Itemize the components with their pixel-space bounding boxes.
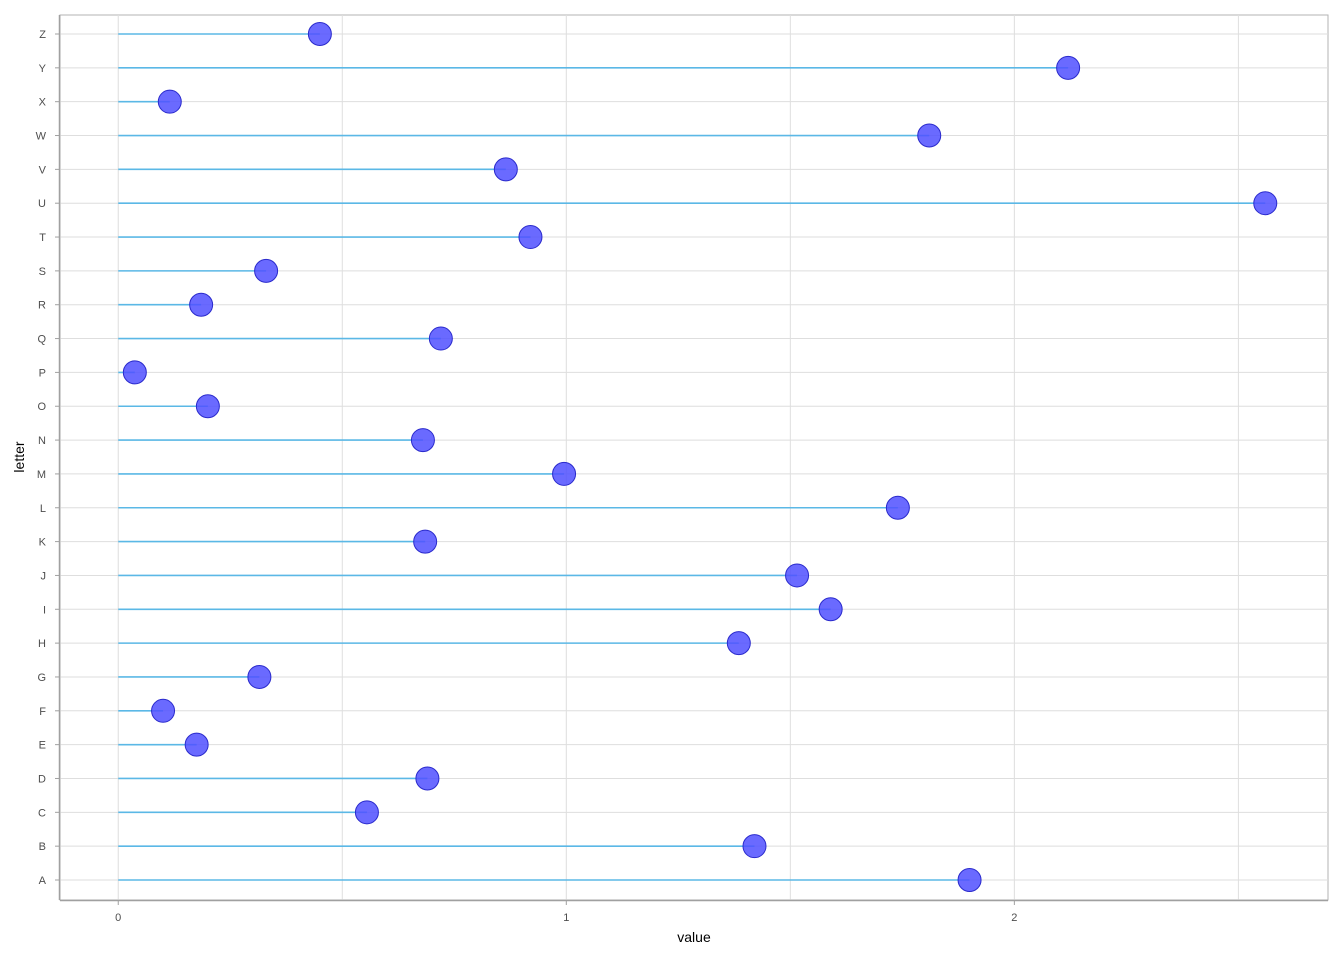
x-tick-label: 1	[563, 912, 569, 924]
y-tick-label-w: W	[36, 131, 47, 143]
x-axis-label: value	[677, 929, 711, 945]
point-c	[354, 800, 379, 825]
y-tick-label-d: D	[38, 773, 46, 785]
y-tick-label-f: F	[39, 706, 46, 718]
y-tick-label-x: X	[39, 97, 47, 109]
point-z	[307, 22, 332, 46]
y-tick-label-g: G	[37, 672, 46, 684]
point-i	[818, 597, 843, 622]
y-tick-label-e: E	[39, 740, 46, 752]
y-tick-label-r: R	[38, 300, 46, 312]
point-o	[195, 394, 220, 419]
point-f	[151, 698, 176, 723]
point-r	[189, 292, 214, 317]
y-tick-label-p: P	[39, 367, 46, 379]
x-tick-layer: 0 1 2	[115, 901, 1017, 924]
y-axis-label: letter	[11, 441, 27, 472]
y-tick-label-m: M	[37, 469, 46, 481]
y-tick-layer: A B C D E F G H I J K L M N O P Q R S T U V W X Y Z	[36, 29, 59, 887]
point-a	[957, 868, 982, 892]
point-x	[157, 89, 182, 114]
y-tick-label-j: J	[41, 570, 47, 582]
y-tick-label-u: U	[38, 198, 46, 210]
y-tick-label-y: Y	[39, 63, 47, 75]
y-tick-label-z: Z	[39, 29, 46, 41]
point-u	[1253, 191, 1278, 216]
y-tick-label-t: T	[39, 232, 46, 244]
x-tick-label: 0	[115, 912, 121, 924]
point-p	[122, 360, 147, 385]
y-tick-label-o: O	[37, 401, 46, 413]
point-m	[552, 461, 577, 486]
point-n	[410, 428, 435, 453]
point-layer	[122, 22, 1278, 892]
point-e	[184, 732, 209, 757]
x-tick-label: 2	[1011, 912, 1017, 924]
y-tick-label-v: V	[39, 164, 47, 176]
point-d	[415, 766, 440, 791]
point-y	[1056, 55, 1081, 80]
plot-panel	[59, 14, 1329, 901]
point-k	[413, 529, 438, 554]
point-j	[785, 563, 810, 588]
point-b	[742, 834, 767, 859]
point-l	[885, 495, 910, 520]
y-tick-label-a: A	[39, 875, 47, 887]
y-tick-label-i: I	[43, 604, 46, 616]
point-v	[493, 157, 518, 182]
y-tick-label-n: N	[38, 435, 46, 447]
stem-layer	[118, 33, 1266, 881]
y-tick-label-h: H	[38, 638, 46, 650]
point-s	[254, 258, 279, 283]
point-t	[518, 225, 543, 250]
y-tick-label-k: K	[39, 537, 47, 549]
y-tick-label-l: L	[40, 503, 46, 515]
y-tick-label-b: B	[39, 841, 46, 853]
y-tick-label-q: Q	[37, 334, 46, 346]
point-h	[726, 631, 751, 656]
point-q	[428, 326, 453, 351]
point-w	[917, 123, 942, 148]
y-tick-label-s: S	[39, 266, 46, 278]
y-tick-label-c: C	[38, 807, 46, 819]
point-g	[247, 664, 272, 689]
